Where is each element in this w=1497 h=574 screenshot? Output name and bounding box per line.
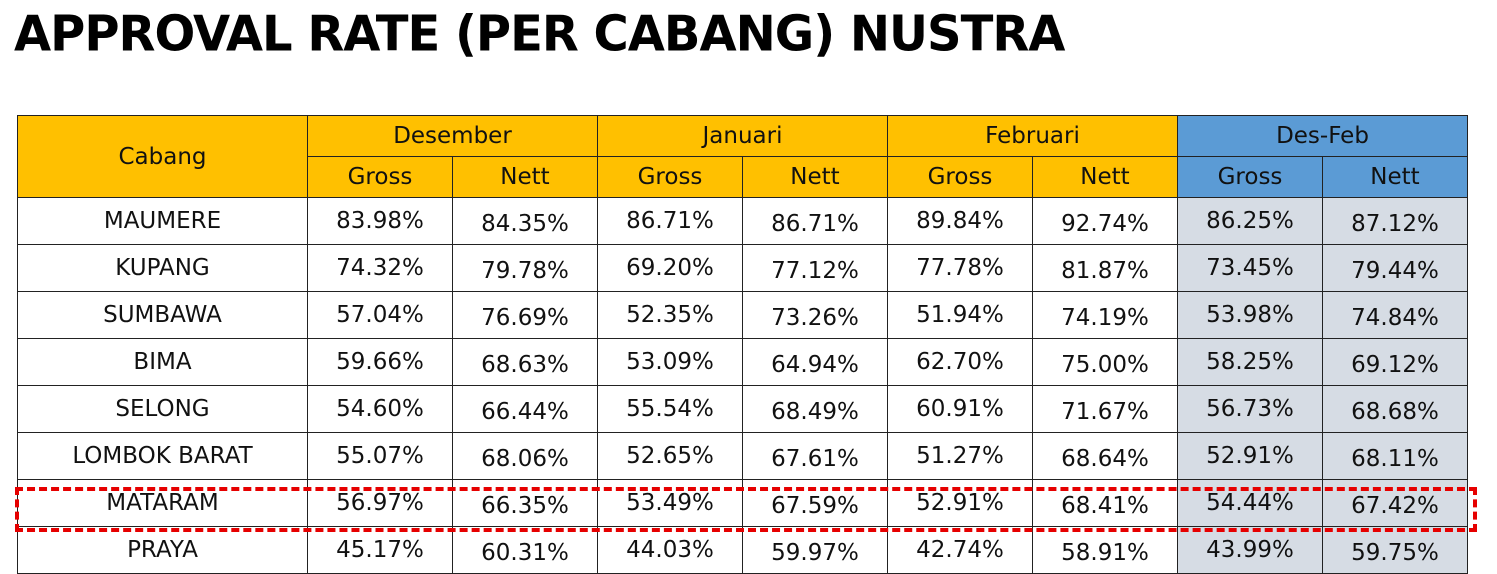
- nett-value-cell: 79.78%: [452, 244, 598, 292]
- gross-value-cell: 62.70%: [887, 338, 1033, 386]
- period-header-row: Cabang Desember Januari Februari Des-Feb: [17, 115, 1468, 198]
- nett-value-cell: 74.19%: [1032, 291, 1178, 339]
- gross-value-cell: 86.71%: [597, 197, 743, 245]
- nett-value-cell: 79.44%: [1322, 244, 1468, 292]
- table-row: KUPANG 74.32% 79.78% 69.20% 77.12% 77.78% 81.8…: [17, 244, 1468, 292]
- nett-value-cell: 69.12%: [1322, 338, 1468, 386]
- gross-value-cell: 52.65%: [597, 432, 743, 480]
- subheader-gross: Gross: [597, 156, 743, 198]
- nett-value-cell: 92.74%: [1032, 197, 1178, 245]
- branch-name: SELONG: [17, 385, 308, 433]
- gross-value-cell: 77.78%: [887, 244, 1033, 292]
- nett-value-cell: 58.91%: [1032, 526, 1178, 574]
- period-header-des-feb: Des-Feb: [1177, 115, 1468, 157]
- nett-value-cell: 67.61%: [742, 432, 888, 480]
- gross-value-cell: 42.74%: [887, 526, 1033, 574]
- gross-value-cell: 58.25%: [1177, 338, 1323, 386]
- table-row: PRAYA 45.17% 60.31% 44.03% 59.97% 42.74% 58.91…: [17, 526, 1468, 574]
- gross-value-cell: 44.03%: [597, 526, 743, 574]
- gross-value-cell: 69.20%: [597, 244, 743, 292]
- nett-value-cell: 68.64%: [1032, 432, 1178, 480]
- subheader-gross: Gross: [1177, 156, 1323, 198]
- branch-header: Cabang: [17, 115, 308, 198]
- nett-value-cell: 84.35%: [452, 197, 598, 245]
- subheader-nett: Nett: [1322, 156, 1468, 198]
- nett-value-cell: 67.42%: [1322, 479, 1468, 527]
- nett-value-cell: 87.12%: [1322, 197, 1468, 245]
- gross-value-cell: 74.32%: [307, 244, 453, 292]
- gross-value-cell: 53.09%: [597, 338, 743, 386]
- gross-value-cell: 56.97%: [307, 479, 453, 527]
- nett-value-cell: 59.97%: [742, 526, 888, 574]
- gross-value-cell: 55.07%: [307, 432, 453, 480]
- table-row: SUMBAWA 57.04% 76.69% 52.35% 73.26% 51.94% 74.…: [17, 291, 1468, 339]
- nett-value-cell: 66.44%: [452, 385, 598, 433]
- nett-value-cell: 68.49%: [742, 385, 888, 433]
- nett-value-cell: 67.59%: [742, 479, 888, 527]
- gross-value-cell: 52.35%: [597, 291, 743, 339]
- nett-value-cell: 81.87%: [1032, 244, 1178, 292]
- branch-name: SUMBAWA: [17, 291, 308, 339]
- subheader-gross: Gross: [887, 156, 1033, 198]
- nett-value-cell: 68.06%: [452, 432, 598, 480]
- gross-value-cell: 53.49%: [597, 479, 743, 527]
- gross-value-cell: 53.98%: [1177, 291, 1323, 339]
- nett-value-cell: 73.26%: [742, 291, 888, 339]
- gross-value-cell: 54.44%: [1177, 479, 1323, 527]
- nett-value-cell: 75.00%: [1032, 338, 1178, 386]
- nett-value-cell: 76.69%: [452, 291, 598, 339]
- nett-value-cell: 86.71%: [742, 197, 888, 245]
- gross-value-cell: 89.84%: [887, 197, 1033, 245]
- subheader-gross: Gross: [307, 156, 453, 198]
- period-header-desember: Desember: [307, 115, 598, 157]
- subheader-row: Gross Nett Gross Nett Gross Nett Gross N…: [18, 156, 1468, 198]
- table-row: BIMA 59.66% 68.63% 53.09% 64.94% 62.70% 75.00%…: [17, 338, 1468, 386]
- nett-value-cell: 66.35%: [452, 479, 598, 527]
- approval-rate-table: Cabang Desember Januari Februari Des-Feb…: [17, 115, 1468, 574]
- gross-value-cell: 56.73%: [1177, 385, 1323, 433]
- gross-value-cell: 83.98%: [307, 197, 453, 245]
- table-body: MAUMERE 83.98% 84.35% 86.71% 86.71% 89.84% 92.…: [17, 197, 1468, 574]
- nett-value-cell: 68.68%: [1322, 385, 1468, 433]
- table-row: SELONG 54.60% 66.44% 55.54% 68.49% 60.91% 71.6…: [17, 385, 1468, 433]
- gross-value-cell: 51.94%: [887, 291, 1033, 339]
- nett-value-cell: 60.31%: [452, 526, 598, 574]
- gross-value-cell: 86.25%: [1177, 197, 1323, 245]
- page-title: APPROVAL RATE (PER CABANG) NUSTRA: [14, 5, 1065, 63]
- period-header-februari: Februari: [887, 115, 1178, 157]
- branch-name: LOMBOK BARAT: [17, 432, 308, 480]
- gross-value-cell: 73.45%: [1177, 244, 1323, 292]
- table-row: LOMBOK BARAT 55.07% 68.06% 52.65% 67.61% 51.2…: [17, 432, 1468, 480]
- branch-name: MATARAM: [17, 479, 308, 527]
- gross-value-cell: 51.27%: [887, 432, 1033, 480]
- nett-value-cell: 68.11%: [1322, 432, 1468, 480]
- gross-value-cell: 60.91%: [887, 385, 1033, 433]
- branch-name: BIMA: [17, 338, 308, 386]
- nett-value-cell: 68.41%: [1032, 479, 1178, 527]
- gross-value-cell: 54.60%: [307, 385, 453, 433]
- branch-name: PRAYA: [17, 526, 308, 574]
- nett-value-cell: 77.12%: [742, 244, 888, 292]
- gross-value-cell: 52.91%: [887, 479, 1033, 527]
- branch-name: KUPANG: [17, 244, 308, 292]
- nett-value-cell: 64.94%: [742, 338, 888, 386]
- subheader-nett: Nett: [742, 156, 888, 198]
- nett-value-cell: 68.63%: [452, 338, 598, 386]
- gross-value-cell: 45.17%: [307, 526, 453, 574]
- gross-value-cell: 52.91%: [1177, 432, 1323, 480]
- gross-value-cell: 59.66%: [307, 338, 453, 386]
- gross-value-cell: 43.99%: [1177, 526, 1323, 574]
- nett-value-cell: 71.67%: [1032, 385, 1178, 433]
- table-row: MATARAM 56.97% 66.35% 53.49% 67.59% 52.91% 68.…: [17, 479, 1468, 527]
- gross-value-cell: 55.54%: [597, 385, 743, 433]
- gross-value-cell: 57.04%: [307, 291, 453, 339]
- subheader-nett: Nett: [452, 156, 598, 198]
- nett-value-cell: 74.84%: [1322, 291, 1468, 339]
- branch-name: MAUMERE: [17, 197, 308, 245]
- period-header-januari: Januari: [597, 115, 888, 157]
- nett-value-cell: 59.75%: [1322, 526, 1468, 574]
- table-row: MAUMERE 83.98% 84.35% 86.71% 86.71% 89.84% 92.…: [17, 197, 1468, 245]
- subheader-nett: Nett: [1032, 156, 1178, 198]
